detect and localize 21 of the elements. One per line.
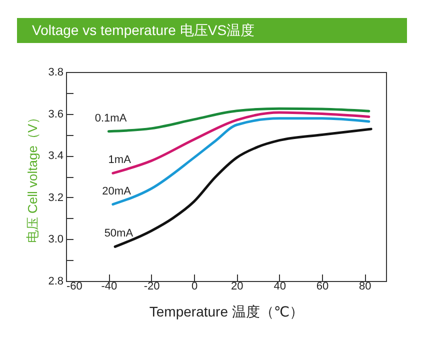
x-tick-label: 60 <box>316 280 329 292</box>
y-tick-label: 3.4 <box>48 150 64 162</box>
series-label: 1mA <box>108 154 132 166</box>
y-tick-label: 3.6 <box>48 108 64 120</box>
y-tick-label: 3.0 <box>48 234 64 246</box>
x-tick-label: 0 <box>191 280 198 292</box>
y-axis-title: 电压 Cell voltage（V） <box>25 110 40 244</box>
series-label: 20mA <box>102 185 132 198</box>
x-tick-label: -60 <box>66 280 82 292</box>
series-label: 0.1mA <box>94 112 128 124</box>
x-tick-label: 80 <box>359 280 372 292</box>
chart-title: Voltage vs temperature 电压VS温度 <box>17 18 407 43</box>
x-axis-title: Temperature 温度（℃） <box>149 304 304 320</box>
x-tick-label: -40 <box>101 280 118 292</box>
y-tick-label: 3.2 <box>48 192 64 204</box>
y-tick-label: 2.8 <box>48 276 64 288</box>
x-tick-label: 20 <box>231 280 244 292</box>
series-label: 50mA <box>104 228 134 240</box>
x-tick-label: 40 <box>274 280 286 292</box>
y-tick-label: 3.8 <box>48 66 64 78</box>
x-tick-label: -20 <box>144 280 160 292</box>
